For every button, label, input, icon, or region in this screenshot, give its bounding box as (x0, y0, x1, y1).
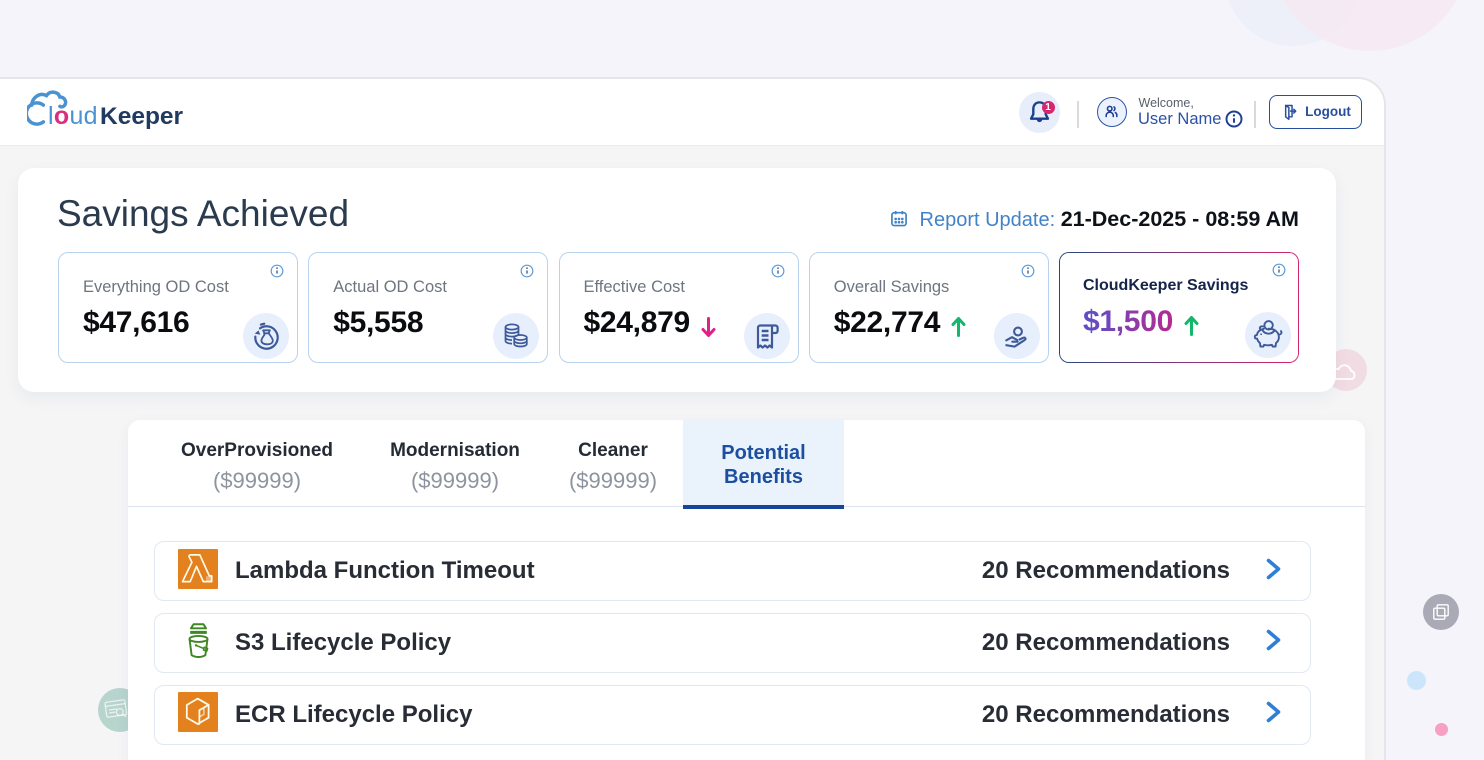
svg-text:Keeper: Keeper (100, 103, 184, 130)
svg-text:loud: loud (48, 102, 98, 130)
